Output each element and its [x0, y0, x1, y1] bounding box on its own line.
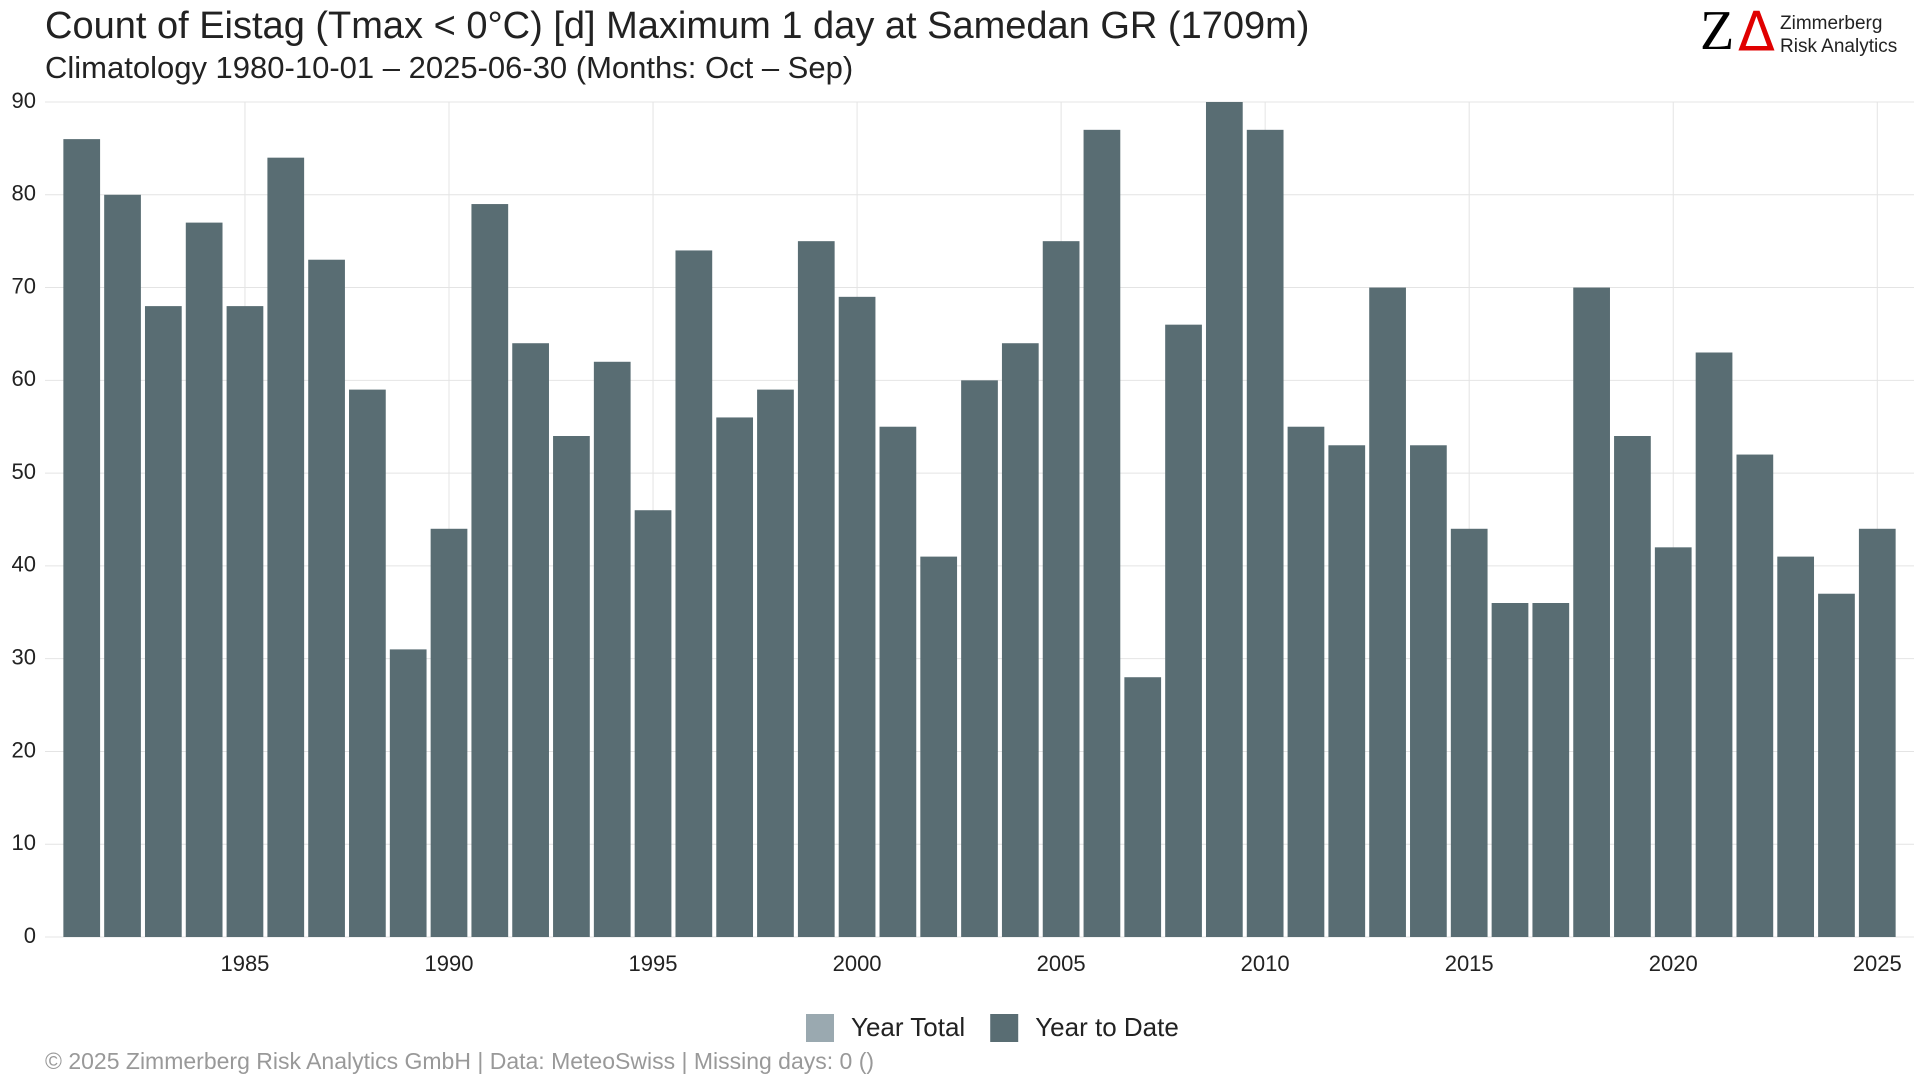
bar	[797, 241, 835, 937]
bar	[430, 528, 468, 937]
bar	[349, 389, 386, 938]
x-tick-label: 2015	[1445, 951, 1494, 976]
bar	[185, 222, 223, 938]
bar	[634, 510, 672, 937]
bar	[1695, 352, 1733, 937]
bar	[1410, 445, 1447, 937]
chart-title: Count of Eistag (Tmax < 0°C) [d] Maximum…	[45, 5, 1309, 47]
bar	[267, 157, 305, 937]
bar	[1450, 528, 1488, 937]
legend-label: Year Total	[851, 1012, 965, 1042]
x-tick-label: 2020	[1649, 951, 1698, 976]
bar	[1001, 343, 1039, 937]
bar	[1042, 241, 1080, 937]
logo-letter: Z	[1700, 0, 1734, 62]
bar	[104, 194, 141, 937]
x-tick-label: 2025	[1853, 951, 1902, 976]
bar	[1532, 603, 1570, 937]
bar	[1369, 287, 1406, 937]
y-tick-label: 40	[12, 552, 36, 577]
bar	[879, 426, 917, 937]
logo-text: Risk Analytics	[1780, 36, 1897, 57]
bar	[1858, 528, 1896, 937]
x-tick-label: 1990	[425, 951, 474, 976]
x-tick-label: 2005	[1037, 951, 1086, 976]
bar	[1777, 556, 1815, 937]
y-tick-label: 50	[12, 459, 36, 484]
bar	[471, 204, 509, 938]
y-tick-label: 0	[24, 923, 36, 948]
bar	[1491, 603, 1529, 937]
bar	[63, 139, 101, 938]
bar	[512, 343, 549, 937]
bar	[553, 436, 590, 937]
legend-label: Year to Date	[1035, 1012, 1179, 1042]
y-tick-label: 20	[12, 737, 36, 762]
bar	[1614, 436, 1651, 937]
bar	[838, 296, 876, 937]
logo-delta: Δ	[1738, 1, 1775, 64]
x-tick-label: 2010	[1241, 951, 1290, 976]
bar	[1083, 129, 1121, 938]
bar	[593, 361, 631, 937]
bar	[1124, 677, 1162, 937]
x-tick-label: 2000	[833, 951, 882, 976]
bar	[144, 306, 182, 938]
bar	[716, 417, 754, 937]
bar	[757, 389, 794, 938]
y-tick-label: 60	[12, 366, 36, 391]
logo-text: Zimmerberg	[1780, 13, 1882, 34]
x-tick-label: 1995	[629, 951, 678, 976]
y-tick-label: 70	[12, 273, 36, 298]
bar	[961, 380, 998, 937]
bar	[308, 259, 345, 937]
bar	[1328, 445, 1366, 937]
y-tick-label: 10	[12, 830, 36, 855]
footer: © 2025 Zimmerberg Risk Analytics GmbH | …	[45, 1048, 874, 1074]
y-tick-label: 80	[12, 181, 36, 206]
bar	[1736, 454, 1774, 937]
bar	[1246, 129, 1284, 938]
bar	[226, 306, 264, 938]
y-tick-label: 30	[12, 644, 36, 669]
bar	[1205, 102, 1243, 937]
bar	[1654, 547, 1692, 937]
bar	[1818, 593, 1855, 937]
bar	[389, 649, 427, 937]
bar	[920, 556, 958, 937]
legend-swatch	[990, 1014, 1019, 1042]
x-tick-label: 1985	[220, 951, 269, 976]
bar	[1287, 426, 1325, 937]
chart-subtitle: Climatology 1980-10-01 – 2025-06-30 (Mon…	[45, 50, 853, 85]
legend-swatch	[806, 1014, 834, 1042]
y-tick-label: 90	[12, 88, 36, 113]
bar	[1165, 324, 1202, 938]
bar	[675, 250, 713, 937]
bar	[1573, 287, 1610, 937]
